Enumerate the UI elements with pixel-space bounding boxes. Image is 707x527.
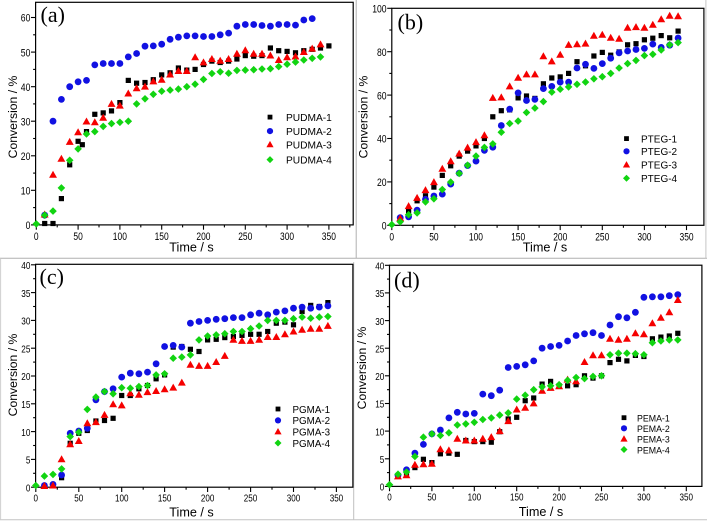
svg-text:350: 350 — [680, 493, 694, 504]
svg-text:30: 30 — [21, 317, 30, 328]
svg-text:Conversion / %: Conversion / % — [6, 76, 20, 159]
svg-text:150: 150 — [511, 232, 525, 244]
svg-text:20: 20 — [375, 372, 384, 383]
svg-text:40: 40 — [21, 261, 30, 272]
svg-text:35: 35 — [21, 289, 30, 300]
svg-text:10: 10 — [21, 186, 31, 198]
svg-text:200: 200 — [552, 493, 566, 504]
svg-text:60: 60 — [377, 90, 387, 102]
svg-text:10: 10 — [375, 427, 384, 438]
svg-text:100: 100 — [469, 232, 483, 244]
svg-text:40: 40 — [375, 262, 384, 273]
svg-text:200: 200 — [196, 231, 210, 243]
svg-text:300: 300 — [280, 231, 294, 243]
svg-text:5: 5 — [26, 456, 31, 467]
svg-text:PEMA-3: PEMA-3 — [637, 435, 670, 445]
svg-text:50: 50 — [21, 47, 31, 59]
svg-text:100: 100 — [113, 231, 127, 243]
svg-text:(d): (d) — [394, 268, 420, 293]
svg-text:250: 250 — [238, 231, 252, 243]
svg-text:200: 200 — [553, 232, 567, 244]
svg-text:(c): (c) — [40, 264, 64, 289]
svg-text:PUDMA-2: PUDMA-2 — [286, 127, 332, 138]
svg-text:350: 350 — [322, 231, 336, 243]
svg-text:250: 250 — [595, 232, 609, 244]
svg-text:0: 0 — [26, 483, 31, 494]
svg-text:100: 100 — [115, 493, 129, 504]
svg-text:50: 50 — [74, 493, 83, 504]
svg-text:15: 15 — [21, 400, 30, 411]
svg-text:50: 50 — [73, 231, 82, 243]
svg-text:5: 5 — [380, 455, 385, 466]
svg-text:PGMA-4: PGMA-4 — [293, 439, 331, 450]
svg-text:PUDMA-4: PUDMA-4 — [286, 155, 332, 166]
svg-text:200: 200 — [201, 493, 215, 504]
svg-text:20: 20 — [21, 151, 31, 163]
svg-text:350: 350 — [330, 493, 344, 504]
svg-text:0: 0 — [387, 493, 392, 504]
svg-text:Conversion / %: Conversion / % — [6, 334, 20, 417]
svg-text:20: 20 — [21, 372, 30, 383]
svg-text:0: 0 — [380, 483, 385, 494]
svg-text:PGMA-2: PGMA-2 — [293, 416, 331, 427]
svg-text:50: 50 — [429, 232, 438, 244]
svg-text:Time / s: Time / s — [169, 506, 214, 520]
svg-text:PEMA-4: PEMA-4 — [637, 445, 670, 455]
svg-text:0: 0 — [26, 220, 31, 232]
svg-text:300: 300 — [637, 232, 651, 244]
svg-text:35: 35 — [375, 289, 384, 300]
svg-text:PTEG-3: PTEG-3 — [641, 161, 678, 172]
svg-text:PGMA-3: PGMA-3 — [293, 428, 331, 439]
svg-text:PTEG-1: PTEG-1 — [641, 134, 678, 145]
svg-text:30: 30 — [21, 116, 31, 128]
svg-text:80: 80 — [377, 47, 387, 59]
svg-text:100: 100 — [468, 493, 482, 504]
svg-text:300: 300 — [637, 493, 651, 504]
svg-text:20: 20 — [377, 177, 387, 189]
svg-text:Time / s: Time / s — [519, 505, 564, 519]
svg-text:150: 150 — [510, 493, 524, 504]
svg-text:60: 60 — [21, 13, 31, 25]
svg-text:0: 0 — [382, 221, 387, 233]
svg-text:PGMA-1: PGMA-1 — [293, 405, 331, 416]
svg-text:250: 250 — [595, 493, 609, 504]
svg-text:40: 40 — [21, 82, 31, 94]
svg-text:Conversion / %: Conversion / % — [356, 76, 370, 159]
svg-text:150: 150 — [158, 493, 172, 504]
svg-text:(b): (b) — [398, 10, 424, 35]
svg-text:350: 350 — [680, 232, 694, 244]
svg-text:25: 25 — [375, 344, 384, 355]
svg-text:100: 100 — [372, 4, 386, 16]
svg-text:PEMA-1: PEMA-1 — [637, 414, 670, 424]
svg-text:0: 0 — [34, 231, 39, 243]
svg-text:Time / s: Time / s — [169, 240, 214, 254]
svg-text:(a): (a) — [41, 2, 65, 27]
svg-text:PTEG-4: PTEG-4 — [641, 174, 678, 185]
svg-text:50: 50 — [427, 493, 436, 504]
svg-text:Time / s: Time / s — [523, 240, 568, 254]
svg-text:Conversion / %: Conversion / % — [355, 327, 369, 410]
svg-text:300: 300 — [287, 493, 301, 504]
svg-text:PUDMA-3: PUDMA-3 — [286, 140, 332, 151]
svg-text:10: 10 — [21, 428, 30, 439]
svg-text:250: 250 — [244, 493, 258, 504]
svg-text:25: 25 — [21, 344, 30, 355]
svg-text:150: 150 — [155, 231, 169, 243]
svg-text:30: 30 — [375, 317, 384, 328]
svg-text:40: 40 — [377, 134, 387, 146]
svg-text:PUDMA-1: PUDMA-1 — [286, 113, 332, 124]
svg-text:PEMA-2: PEMA-2 — [637, 424, 670, 434]
svg-text:PTEG-2: PTEG-2 — [641, 147, 678, 158]
svg-text:0: 0 — [34, 493, 39, 504]
svg-text:0: 0 — [389, 232, 394, 244]
svg-text:15: 15 — [375, 400, 384, 411]
